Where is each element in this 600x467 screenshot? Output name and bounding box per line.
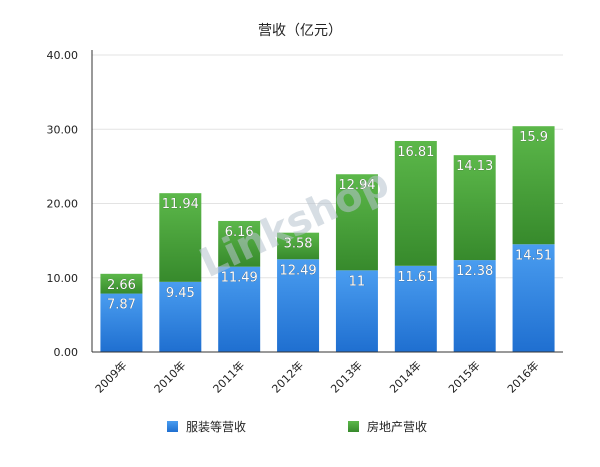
legend: 服装等营收 房地产营收: [167, 419, 427, 434]
bar-segment-series-2: [335, 174, 378, 271]
y-tick-label: 20.00: [47, 198, 79, 211]
data-label: 11.49: [221, 271, 258, 286]
x-tick-label: 2011年: [210, 358, 247, 395]
bar-segment-series-1: [453, 260, 496, 352]
x-tick-label: 2015年: [445, 358, 482, 395]
data-label: 6.16: [225, 225, 254, 240]
data-label: 14.51: [515, 248, 552, 263]
data-label: 12.38: [456, 264, 493, 279]
data-label: 3.58: [284, 237, 313, 252]
data-label: 11.94: [162, 197, 199, 212]
bar-segment-series-1: [394, 265, 437, 352]
legend-swatch-series-1: [167, 421, 178, 432]
data-label: 12.49: [279, 263, 316, 278]
data-label: 2.66: [107, 278, 136, 293]
data-label: 16.81: [397, 145, 434, 160]
bars-layer: [100, 126, 555, 352]
x-tick-label: 2016年: [504, 358, 541, 395]
legend-swatch-series-2: [348, 421, 359, 432]
bar-segment-series-1: [100, 293, 143, 352]
bar-segment-series-2: [512, 126, 555, 245]
data-label: 12.94: [338, 178, 375, 193]
y-tick-label: 40.00: [47, 49, 79, 62]
legend-label-series-2: 房地产营收: [367, 419, 427, 434]
data-label: 7.87: [107, 298, 136, 313]
bar-segment-series-2: [277, 232, 320, 260]
data-label: 11: [349, 274, 366, 289]
data-label: 14.13: [456, 159, 493, 174]
data-label: 15.9: [519, 130, 548, 145]
bar-segment-series-1: [335, 270, 378, 352]
x-tick-label: 2013年: [328, 358, 365, 395]
bar-segment-series-1: [512, 244, 555, 352]
x-tick-label: 2010年: [151, 358, 188, 395]
labels-layer: 7.87 2.66 9.45 11.94 11.49 6.16 12.49 3.58 11 12.…: [107, 130, 553, 313]
x-tick-label: 2012年: [269, 358, 306, 395]
y-tick-label: 10.00: [47, 272, 79, 285]
x-tick-label: 2014年: [386, 358, 423, 395]
bar-segment-series-1: [159, 281, 202, 352]
bar-segment-series-2: [159, 193, 202, 282]
data-label: 11.61: [397, 270, 434, 285]
bar-segment-series-2: [218, 220, 261, 267]
bar-segment-series-2: [100, 273, 143, 294]
y-tick-label: 30.00: [47, 123, 79, 136]
x-tick-label: 2009年: [92, 358, 129, 395]
bar-segment-series-1: [277, 259, 320, 352]
chart-title: 营收（亿元）: [258, 23, 342, 39]
bar-segment-series-1: [218, 266, 261, 352]
bar-segment-series-2: [394, 140, 437, 266]
y-tick-label: 0.00: [54, 346, 79, 359]
bar-segment-series-2: [453, 155, 496, 261]
data-label: 9.45: [166, 286, 195, 301]
legend-label-series-1: 服装等营收: [186, 420, 246, 434]
